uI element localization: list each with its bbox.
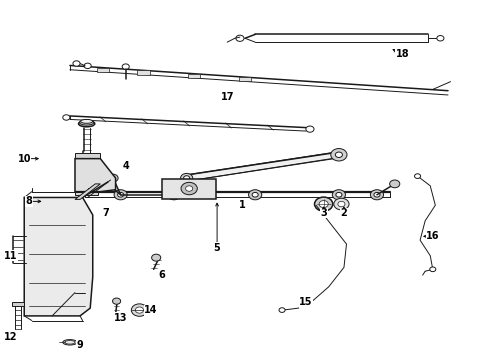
Circle shape: [118, 193, 123, 197]
Polygon shape: [24, 198, 93, 316]
Polygon shape: [188, 74, 200, 78]
Ellipse shape: [80, 120, 93, 123]
Circle shape: [430, 267, 436, 272]
Polygon shape: [12, 302, 24, 306]
Circle shape: [131, 304, 147, 316]
Text: 18: 18: [395, 49, 409, 59]
Text: 3: 3: [320, 208, 327, 218]
Polygon shape: [75, 153, 100, 159]
Circle shape: [370, 190, 384, 200]
Ellipse shape: [79, 120, 94, 125]
Circle shape: [181, 182, 197, 195]
Ellipse shape: [63, 339, 77, 345]
Polygon shape: [75, 159, 116, 192]
Ellipse shape: [107, 179, 114, 185]
Circle shape: [306, 126, 314, 132]
Circle shape: [73, 61, 80, 66]
Circle shape: [171, 193, 177, 197]
Polygon shape: [239, 77, 251, 81]
Circle shape: [332, 190, 345, 200]
Circle shape: [135, 307, 144, 313]
Circle shape: [168, 190, 180, 200]
Text: 16: 16: [426, 231, 440, 241]
Text: 7: 7: [102, 208, 109, 218]
Circle shape: [252, 193, 258, 197]
Circle shape: [236, 35, 244, 41]
Text: 6: 6: [158, 270, 165, 280]
Circle shape: [114, 190, 127, 200]
Polygon shape: [186, 152, 340, 181]
Circle shape: [331, 149, 347, 161]
Text: 8: 8: [26, 196, 33, 206]
Text: 10: 10: [18, 154, 31, 164]
Text: 5: 5: [214, 243, 220, 253]
Circle shape: [338, 201, 345, 207]
Text: 4: 4: [122, 161, 129, 171]
Circle shape: [336, 193, 342, 197]
Text: 1: 1: [239, 200, 246, 210]
Text: 17: 17: [220, 91, 234, 102]
Circle shape: [63, 115, 70, 120]
Text: 15: 15: [299, 297, 313, 307]
Circle shape: [184, 176, 190, 180]
Circle shape: [186, 186, 193, 191]
Polygon shape: [75, 184, 100, 199]
Circle shape: [108, 174, 118, 182]
FancyBboxPatch shape: [162, 179, 216, 199]
Circle shape: [151, 254, 161, 261]
Text: 13: 13: [114, 313, 127, 323]
Text: 14: 14: [145, 305, 158, 315]
Text: 11: 11: [4, 251, 17, 261]
Circle shape: [279, 308, 285, 312]
Circle shape: [437, 36, 444, 41]
Ellipse shape: [78, 121, 95, 127]
Circle shape: [248, 190, 262, 200]
Polygon shape: [97, 68, 109, 72]
Circle shape: [334, 198, 349, 210]
Text: 9: 9: [76, 340, 83, 350]
Circle shape: [315, 197, 333, 211]
Polygon shape: [137, 70, 149, 75]
Circle shape: [390, 180, 400, 188]
Polygon shape: [75, 192, 98, 195]
Circle shape: [415, 174, 420, 179]
Circle shape: [122, 64, 129, 69]
Circle shape: [374, 193, 380, 197]
Circle shape: [319, 201, 328, 208]
Circle shape: [84, 63, 91, 68]
Circle shape: [88, 162, 98, 170]
Text: 2: 2: [341, 208, 347, 218]
Circle shape: [113, 298, 121, 304]
Circle shape: [335, 152, 343, 157]
Circle shape: [180, 174, 193, 183]
Ellipse shape: [65, 341, 75, 344]
Text: 12: 12: [4, 332, 17, 342]
